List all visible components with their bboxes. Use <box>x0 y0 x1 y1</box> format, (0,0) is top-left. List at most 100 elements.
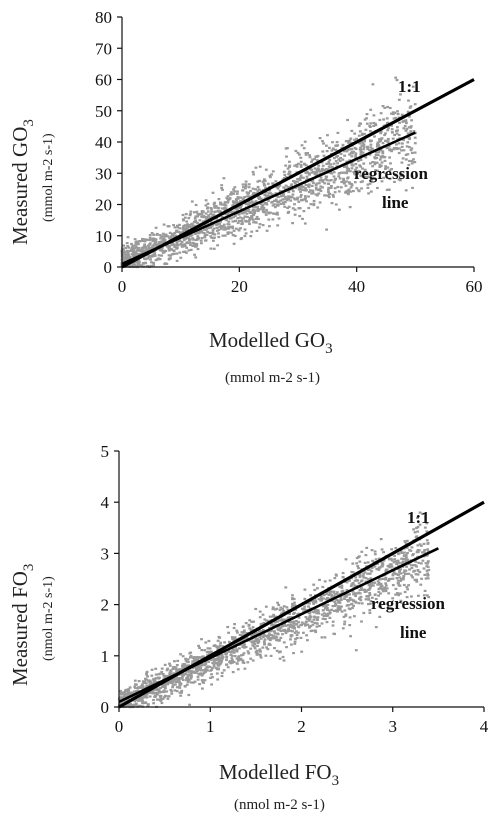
data-point <box>227 211 231 214</box>
data-point <box>333 187 337 190</box>
data-point <box>398 552 401 555</box>
data-point <box>377 567 381 570</box>
data-point <box>229 210 233 213</box>
data-point <box>157 243 161 246</box>
data-point <box>313 588 317 592</box>
data-point <box>178 240 182 243</box>
data-point <box>400 149 403 152</box>
data-point <box>399 572 403 575</box>
data-point <box>380 161 384 164</box>
data-point <box>346 599 349 602</box>
data-point <box>211 661 215 664</box>
data-point <box>286 616 290 620</box>
data-point <box>364 156 368 159</box>
data-point <box>247 623 251 626</box>
data-point <box>388 177 392 180</box>
data-point <box>328 158 332 162</box>
data-point <box>179 694 183 697</box>
data-point <box>277 625 280 628</box>
data-point <box>143 249 146 252</box>
data-point <box>350 150 354 153</box>
data-point <box>332 171 336 174</box>
data-point <box>134 241 138 244</box>
data-point <box>171 667 175 670</box>
data-point <box>414 560 418 563</box>
data-point <box>239 196 243 199</box>
data-point <box>135 694 138 697</box>
data-point <box>152 237 155 240</box>
data-point <box>154 695 158 698</box>
data-point <box>130 242 133 246</box>
data-point <box>390 128 394 131</box>
data-point <box>318 578 321 581</box>
data-point <box>200 674 204 677</box>
data-point <box>138 699 142 702</box>
data-point <box>281 633 284 636</box>
data-point <box>350 147 354 150</box>
data-point <box>293 642 297 645</box>
data-point <box>307 605 310 608</box>
x-tick-label: 1 <box>206 717 215 736</box>
data-point <box>384 582 388 585</box>
data-point <box>198 683 201 686</box>
data-point <box>200 213 204 216</box>
data-point <box>213 205 216 208</box>
data-point <box>382 118 385 121</box>
data-point <box>343 620 347 623</box>
data-point <box>212 659 216 662</box>
data-point <box>175 242 179 245</box>
data-point <box>203 219 207 222</box>
data-point <box>380 584 384 587</box>
data-point <box>425 594 429 597</box>
data-point <box>245 191 249 194</box>
data-point <box>232 192 235 195</box>
data-point <box>326 168 330 171</box>
data-point <box>396 582 400 585</box>
data-point <box>210 236 214 239</box>
data-point <box>208 231 212 234</box>
data-point <box>358 142 361 145</box>
data-point <box>132 247 136 250</box>
data-point <box>242 217 245 220</box>
data-point <box>226 231 230 234</box>
y-tick-label: 0 <box>101 698 110 717</box>
data-point <box>250 201 253 204</box>
data-point <box>352 150 356 153</box>
data-point <box>215 672 219 675</box>
data-point <box>296 198 299 201</box>
data-point <box>332 595 336 598</box>
data-point <box>364 598 368 601</box>
data-point <box>232 660 236 664</box>
data-point <box>374 172 377 175</box>
data-point <box>281 612 284 615</box>
data-point <box>190 200 194 203</box>
data-point <box>219 661 223 665</box>
data-point <box>229 193 233 196</box>
data-point <box>185 251 188 254</box>
data-point <box>141 239 144 242</box>
data-point <box>310 171 314 174</box>
data-point <box>358 596 362 599</box>
data-point <box>232 229 236 232</box>
data-point <box>383 588 387 591</box>
data-point <box>126 691 130 694</box>
data-point <box>340 586 344 589</box>
data-point <box>324 618 327 621</box>
data-point <box>209 207 213 210</box>
data-point <box>255 206 258 209</box>
data-point <box>359 180 363 184</box>
data-point <box>352 170 356 174</box>
data-point <box>306 639 309 642</box>
data-point <box>291 630 294 633</box>
data-point <box>203 235 207 238</box>
data-point <box>198 673 202 676</box>
data-point <box>371 161 374 164</box>
data-point <box>161 697 165 700</box>
data-point <box>363 588 366 592</box>
data-point <box>286 608 290 611</box>
data-point <box>259 656 263 659</box>
data-point <box>287 172 290 176</box>
data-point <box>204 239 208 242</box>
data-point <box>401 157 405 160</box>
data-point <box>276 224 280 227</box>
